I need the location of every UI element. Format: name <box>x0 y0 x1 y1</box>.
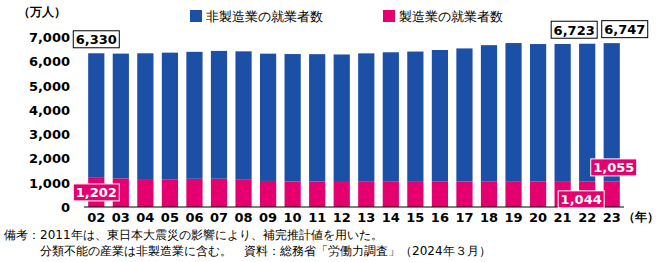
y-tick-label: 7,000 <box>29 30 70 45</box>
y-tick <box>80 134 84 135</box>
bar-segment <box>407 52 423 182</box>
bars <box>88 43 620 207</box>
x-tick-label: 21 <box>554 210 572 225</box>
legend-swatch <box>190 10 202 22</box>
y-tick-label: 3,000 <box>29 127 70 142</box>
bar-segment <box>456 48 472 181</box>
y-tick-label: 0 <box>61 200 70 215</box>
x-tick-label: 05 <box>161 210 179 225</box>
x-tick-label: 02 <box>87 210 105 225</box>
x-tick-label: 12 <box>333 210 351 225</box>
annotation-box <box>602 21 648 38</box>
data-label-box <box>73 184 119 201</box>
bar-segment <box>137 179 153 207</box>
bar-segment <box>334 182 350 207</box>
bar-segment <box>309 182 325 207</box>
bar-segment <box>334 54 350 181</box>
y-tick <box>80 158 84 159</box>
x-tick-label: 07 <box>210 210 228 225</box>
legend-label: 製造業の就業者数 <box>399 9 503 24</box>
x-tick-label: 19 <box>504 210 522 225</box>
bar-segment <box>358 182 374 207</box>
bar-segment <box>530 44 546 182</box>
bar-segment <box>432 182 448 207</box>
x-tick-label: 15 <box>406 210 424 225</box>
y-tick-label: 1,000 <box>29 176 70 191</box>
data-label-box <box>558 191 604 208</box>
x-tick-label: 16 <box>431 210 449 225</box>
y-tick-label: 4,000 <box>29 103 70 118</box>
x-tick-label: 22 <box>578 210 596 225</box>
y-axis-title: （万人） <box>18 5 66 19</box>
y-tick <box>80 182 84 183</box>
x-tick-label: 17 <box>455 210 473 225</box>
bar-segment <box>604 181 620 207</box>
y-tick <box>80 207 84 208</box>
x-tick-label: 11 <box>308 210 326 225</box>
bar-segment <box>162 53 178 180</box>
x-tick-label: 13 <box>357 210 375 225</box>
x-tick-label: 10 <box>284 210 302 225</box>
bar-segment <box>260 54 276 181</box>
bar-segment <box>88 53 104 178</box>
legend-label: 非製造業の就業者数 <box>206 9 323 24</box>
bar-segment <box>186 179 202 207</box>
bar-segment <box>285 182 301 207</box>
bar-segment <box>186 52 202 179</box>
y-tick-label: 6,000 <box>29 54 70 69</box>
y-tick <box>80 61 84 62</box>
y-tick <box>80 85 84 86</box>
bar-segment <box>162 179 178 207</box>
chart: （万人） （年） 0 1,000 2,000 3,000 4,000 5,000 6,000 7,… <box>0 0 659 262</box>
bar-segment <box>235 51 251 179</box>
data-label: 1,044 <box>561 192 602 207</box>
bar-segment <box>555 44 571 182</box>
data-label: 1,202 <box>76 185 117 200</box>
legend-swatch <box>383 10 395 22</box>
bar-segment <box>358 53 374 181</box>
x-tick-label: 03 <box>112 210 130 225</box>
bar-segment <box>481 181 497 207</box>
annotation: 6,330 <box>76 32 117 47</box>
x-axis-title: （年） <box>623 210 659 224</box>
bar-segment <box>456 181 472 207</box>
x-tick-label: 18 <box>480 210 498 225</box>
x-tick-label: 08 <box>234 210 252 225</box>
bar-segment <box>211 51 227 179</box>
x-tick-label: 20 <box>529 210 547 225</box>
bar-segment <box>505 43 521 181</box>
y-tick-label: 5,000 <box>29 79 70 94</box>
bar-segment <box>505 181 521 207</box>
y-tick-label: 2,000 <box>29 151 70 166</box>
bar-segment <box>481 45 497 181</box>
bar-segment <box>137 53 153 179</box>
bar-segment <box>407 182 423 207</box>
bar-segment <box>383 52 399 181</box>
bar-segment <box>260 181 276 207</box>
annotation-box <box>73 31 119 48</box>
bar-segment <box>530 182 546 207</box>
annotation: 6,747 <box>604 22 645 37</box>
bar-segment <box>432 50 448 182</box>
x-axis-line <box>84 207 624 208</box>
bar-segment <box>383 182 399 207</box>
bar-segment <box>235 179 251 207</box>
bar-segment <box>113 54 129 179</box>
annotation-box <box>551 21 597 38</box>
bar-segment <box>309 54 325 181</box>
note: 分類不能の産業は非製造業に含む。 資料：総務省「労働力調査」（2024年３月） <box>4 244 491 258</box>
annotation: 6,723 <box>554 23 595 38</box>
x-tick-label: 04 <box>136 210 154 225</box>
x-tick-label: 09 <box>259 210 277 225</box>
data-label-box <box>591 159 637 176</box>
note: 備考：2011年は、東日本大震災の影響により、補完推計値を用いた。 <box>4 228 383 242</box>
y-tick <box>80 109 84 110</box>
x-tick-label: 14 <box>382 210 400 225</box>
x-tick-label: 06 <box>185 210 203 225</box>
bar-segment <box>211 179 227 207</box>
x-tick-label: 23 <box>603 210 621 225</box>
bar-segment <box>285 54 301 181</box>
data-label: 1,055 <box>593 160 634 175</box>
